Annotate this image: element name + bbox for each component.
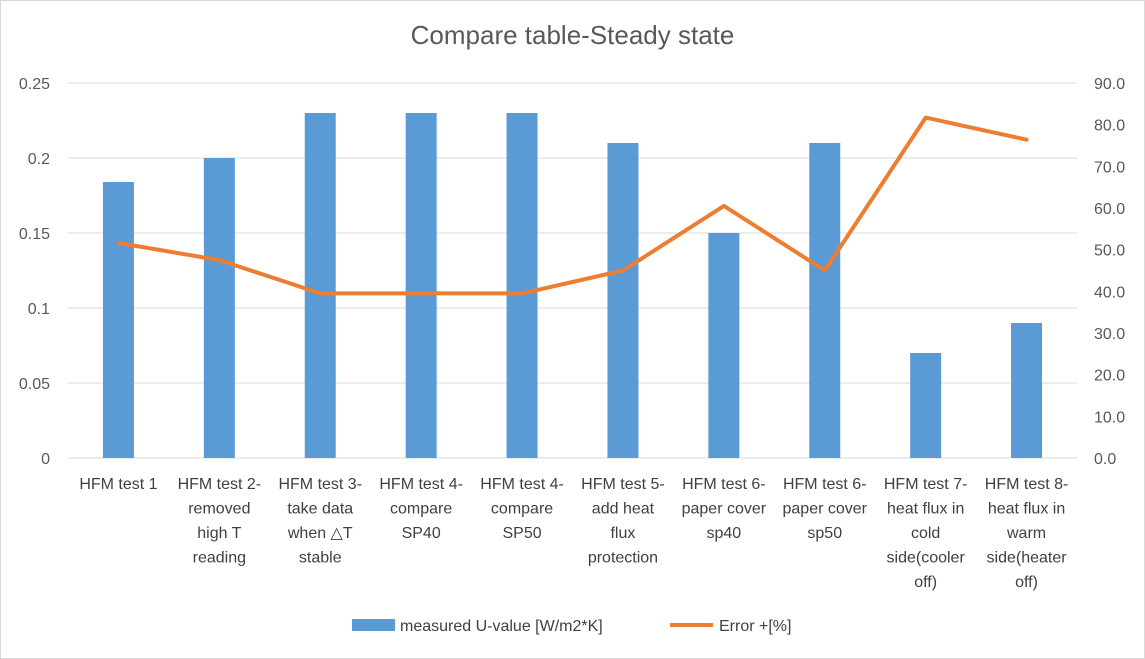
category-label: HFM test 5-add heat flux protection (581, 476, 665, 567)
legend-label-line: Error +[%] (719, 618, 791, 635)
bar-series (102, 113, 1043, 458)
left-axis-ticks: 0 0.05 0.1 0.15 0.2 0.25 (19, 76, 50, 468)
right-tick-label: 90.0 (1094, 76, 1125, 93)
left-tick-label: 0.2 (28, 151, 50, 168)
bar (607, 143, 639, 458)
bar (506, 113, 538, 458)
chart-title: Compare table-Steady state (410, 20, 735, 50)
category-label: HFM test 4-compare SP40 (379, 476, 463, 542)
left-tick-label: 0.15 (19, 226, 50, 243)
right-tick-label: 50.0 (1094, 243, 1125, 260)
bar (708, 233, 740, 458)
bar (102, 182, 134, 458)
left-tick-label: 0.25 (19, 76, 50, 93)
bar (809, 143, 841, 458)
right-axis-ticks: 0.0 10.0 20.0 30.0 40.0 50.0 60.0 70.0 80.0 90.0 (1094, 76, 1125, 468)
right-tick-label: 30.0 (1094, 326, 1125, 343)
bar (910, 353, 942, 458)
line-series (116, 115, 1029, 296)
category-label: HFM test 8-heat flux in warm side(heater of… (985, 476, 1069, 591)
right-tick-label: 60.0 (1094, 201, 1125, 218)
left-tick-label: 0.05 (19, 376, 50, 393)
category-label: HFM test 7-heat flux in cold side(cooler of… (884, 476, 968, 591)
legend-swatch-bar (352, 619, 395, 631)
right-tick-label: 0.0 (1094, 451, 1116, 468)
bar (405, 113, 437, 458)
right-tick-label: 40.0 (1094, 284, 1125, 301)
right-tick-label: 80.0 (1094, 118, 1125, 135)
left-tick-label: 0 (41, 451, 50, 468)
category-label: HFM test 1 (79, 476, 157, 493)
right-tick-label: 70.0 (1094, 159, 1125, 176)
category-label: HFM test 3-take data when △T stable (278, 476, 362, 567)
bar (203, 158, 235, 458)
legend: measured U-value [W/m2*K] Error +[%] (352, 618, 791, 635)
right-tick-label: 10.0 (1094, 409, 1125, 426)
right-tick-label: 20.0 (1094, 368, 1125, 385)
gridlines (68, 82, 1077, 459)
legend-label-bar: measured U-value [W/m2*K] (400, 618, 603, 635)
error-line (116, 115, 1029, 296)
category-label: HFM test 6-paper cover sp40 (682, 476, 767, 542)
category-label: HFM test 4-compare SP50 (480, 476, 564, 542)
category-label: HFM test 6-paper cover sp50 (783, 476, 868, 542)
bar (1011, 323, 1043, 458)
bar (304, 113, 336, 458)
left-tick-label: 0.1 (28, 301, 50, 318)
